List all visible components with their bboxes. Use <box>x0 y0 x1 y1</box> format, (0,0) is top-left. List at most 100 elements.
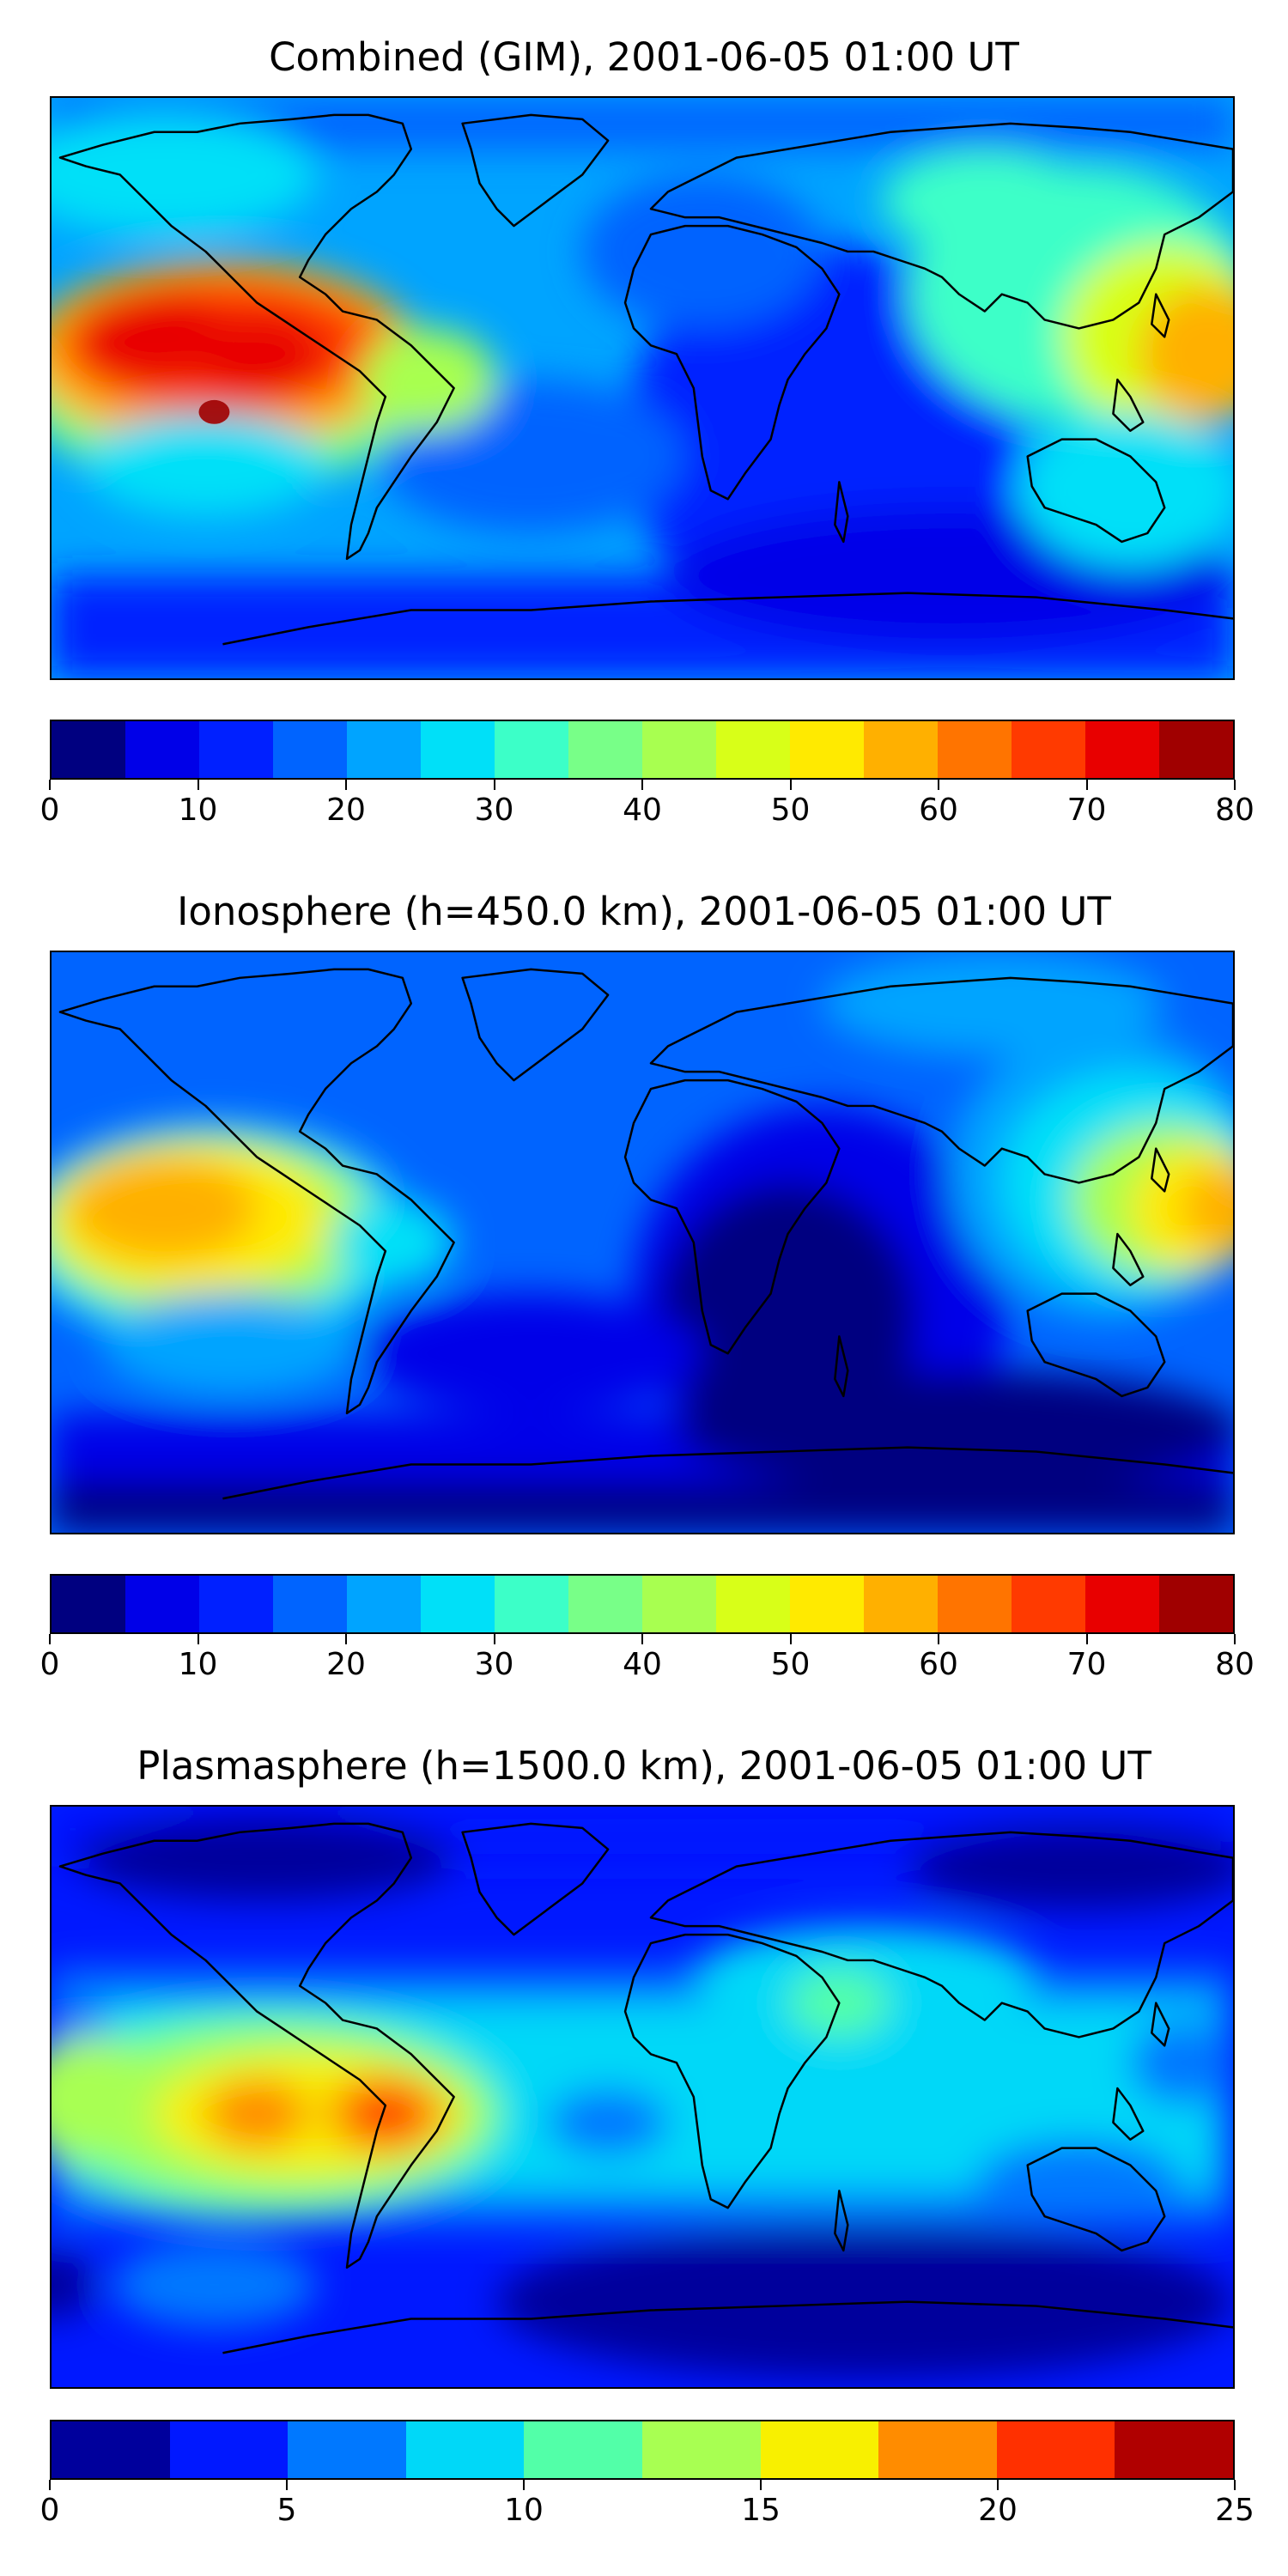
colorbar-tick-mark <box>760 2480 762 2490</box>
colorbar-tick-label: 20 <box>326 1647 366 1682</box>
colorbar-swatch <box>169 2421 289 2478</box>
colorbar-swatch <box>421 721 495 778</box>
colorbar-swatch <box>1115 2421 1233 2478</box>
colorbar-swatch <box>790 721 864 778</box>
colorbar-tick-label: 25 <box>1215 2493 1255 2528</box>
colorbar-swatch <box>716 721 790 778</box>
colorbar-tick-mark <box>49 1634 51 1644</box>
colorbar-tick-mark <box>1234 780 1236 790</box>
colorbar-swatch <box>1085 1576 1159 1632</box>
colorbar-swatch <box>642 721 716 778</box>
colorbar-swatch <box>1012 1576 1085 1632</box>
map-plasmasphere-tec <box>50 1805 1235 2389</box>
colorbar-combined <box>50 720 1235 780</box>
colorbar-swatch <box>716 1576 790 1632</box>
colorbar-tick-mark <box>938 1634 939 1644</box>
colorbar-tick-label: 40 <box>623 1647 662 1682</box>
colorbar-tick-mark <box>1085 1634 1088 1644</box>
colorbar-swatch <box>288 2421 406 2478</box>
colorbar-tick-mark <box>1085 780 1088 790</box>
colorbar-swatch <box>864 721 938 778</box>
colorbar-ionosphere <box>50 1574 1235 1634</box>
colorbar-tick-mark <box>997 2480 999 2490</box>
colorbar-swatch <box>1159 1576 1233 1632</box>
colorbar-tick-label: 30 <box>474 1647 514 1682</box>
colorbar-tick-mark <box>197 1634 199 1644</box>
colorbar-swatch <box>864 1576 938 1632</box>
contour-map-plasmasphere <box>52 1807 1233 2387</box>
colorbar-tick-mark <box>197 780 199 790</box>
colorbar-tick-mark <box>49 2480 51 2490</box>
colorbar-swatch <box>199 1576 273 1632</box>
colorbar-swatch <box>641 2421 761 2478</box>
colorbar-swatch <box>273 721 347 778</box>
contour-map-combined <box>52 98 1233 678</box>
colorbar-swatch <box>1159 721 1233 778</box>
colorbar-tick-mark <box>286 2480 288 2490</box>
colorbar-tick-mark <box>789 780 792 790</box>
panel-title-combined: Combined (GIM), 2001-06-05 01:00 UT <box>269 34 1019 80</box>
colorbar-swatch <box>125 1576 199 1632</box>
colorbar-tick-label: 20 <box>978 2493 1018 2528</box>
colorbar-tick-label: 50 <box>770 793 811 828</box>
colorbar-tick-mark <box>1234 2480 1236 2490</box>
colorbar-tick-mark <box>1234 1634 1236 1644</box>
colorbar-tick-mark <box>523 2480 525 2490</box>
colorbar-tick-label: 40 <box>623 793 662 828</box>
colorbar-swatch <box>938 1576 1012 1632</box>
colorbar-swatch <box>347 1576 421 1632</box>
colorbar-tick-mark <box>493 780 495 790</box>
colorbar-ticks-combined: 0 10 20 30 40 50 60 70 80 <box>40 780 1255 828</box>
colorbar-tick-label: 50 <box>770 1647 811 1682</box>
colorbar-swatch <box>495 1576 568 1632</box>
colorbar-swatch <box>790 1576 864 1632</box>
colorbar-tick-mark <box>345 1634 347 1644</box>
colorbar-tick-label: 15 <box>741 2493 781 2528</box>
colorbar-swatch <box>125 721 199 778</box>
colorbar-tick-label: 0 <box>39 1647 60 1682</box>
colorbar-tick-label: 70 <box>1066 1647 1107 1682</box>
colorbar-tick-label: 5 <box>276 2493 297 2528</box>
colorbar-tick-mark <box>49 780 51 790</box>
colorbar-swatch <box>405 2421 525 2478</box>
colorbar-tick-label: 10 <box>178 1647 218 1682</box>
colorbar-swatch <box>495 721 568 778</box>
colorbar-tick-mark <box>641 1634 643 1644</box>
contour-map-ionosphere <box>52 952 1233 1533</box>
colorbar-swatch <box>1012 721 1085 778</box>
colorbar-swatch <box>52 721 125 778</box>
panel-title-plasmasphere: Plasmasphere (h=1500.0 km), 2001-06-05 0… <box>137 1743 1151 1789</box>
colorbar-tick-mark <box>493 1634 495 1644</box>
map-combined-tec <box>50 96 1235 680</box>
colorbar-swatch <box>52 1576 125 1632</box>
colorbar-plasmasphere <box>50 2420 1235 2480</box>
colorbar-swatch <box>421 1576 495 1632</box>
colorbar-tick-label: 80 <box>1215 1647 1255 1682</box>
colorbar-tick-mark <box>938 780 939 790</box>
colorbar-swatch <box>199 721 273 778</box>
map-ionosphere-tec <box>50 951 1235 1534</box>
colorbar-swatch <box>568 721 642 778</box>
colorbar-tick-label: 60 <box>919 1647 958 1682</box>
colorbar-swatch <box>347 721 421 778</box>
colorbar-tick-mark <box>789 1634 792 1644</box>
colorbar-tick-mark <box>641 780 643 790</box>
colorbar-tick-label: 10 <box>178 793 218 828</box>
colorbar-swatch <box>996 2421 1115 2478</box>
colorbar-swatch <box>273 1576 347 1632</box>
colorbar-tick-label: 70 <box>1066 793 1107 828</box>
colorbar-tick-label: 0 <box>39 2493 60 2528</box>
colorbar-ticks-plasmasphere: 0 5 10 15 20 25 <box>40 2480 1255 2528</box>
colorbar-tick-mark <box>345 780 347 790</box>
colorbar-tick-label: 0 <box>39 793 60 828</box>
colorbar-tick-label: 80 <box>1215 793 1255 828</box>
colorbar-tick-label: 60 <box>919 793 958 828</box>
colorbar-swatch <box>938 721 1012 778</box>
colorbar-swatch <box>52 2421 170 2478</box>
colorbar-swatch <box>878 2421 997 2478</box>
colorbar-swatch <box>1085 721 1159 778</box>
colorbar-swatch <box>642 1576 716 1632</box>
panel-title-ionosphere: Ionosphere (h=450.0 km), 2001-06-05 01:0… <box>177 889 1111 934</box>
colorbar-tick-label: 20 <box>326 793 366 828</box>
colorbar-swatch <box>760 2421 879 2478</box>
